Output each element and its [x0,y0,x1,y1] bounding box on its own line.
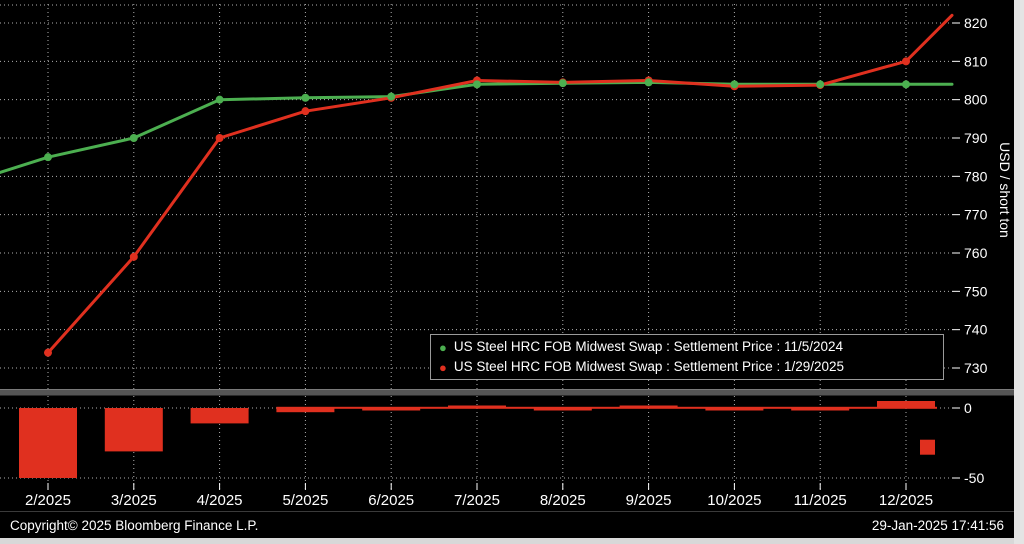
svg-text:3/2025: 3/2025 [111,492,157,509]
svg-text:7/2025: 7/2025 [454,492,500,509]
copyright-text: Copyright© 2025 Bloomberg Finance L.P. [10,517,259,533]
svg-text:740: 740 [964,322,988,338]
svg-text:8/2025: 8/2025 [540,492,586,509]
price-series [0,13,954,357]
svg-text:730: 730 [964,360,988,376]
svg-text:750: 750 [964,283,988,299]
spread-bars [19,401,937,478]
legend-label: US Steel HRC FOB Midwest Swap : Settleme… [453,359,845,374]
svg-text:760: 760 [964,245,988,261]
svg-text:4/2025: 4/2025 [197,492,243,509]
svg-text:810: 810 [964,53,988,69]
legend-label: US Steel HRC FOB Midwest Swap : Settleme… [453,339,844,354]
series-marker-icon: ● [439,339,447,355]
svg-text:11/2025: 11/2025 [794,492,847,509]
svg-text:USD / short ton: USD / short ton [997,142,1013,238]
legend-box: ● US Steel HRC FOB Midwest Swap : Settle… [430,334,944,380]
window-edge-bottom [0,538,1014,544]
svg-text:2/2025: 2/2025 [25,492,71,509]
svg-text:-50: -50 [964,470,984,486]
svg-text:820: 820 [964,15,988,31]
svg-text:780: 780 [964,168,988,184]
svg-text:6/2025: 6/2025 [368,492,414,509]
svg-text:9/2025: 9/2025 [626,492,672,509]
svg-text:0: 0 [964,400,972,416]
svg-text:800: 800 [964,92,988,108]
svg-text:10/2025: 10/2025 [707,492,761,509]
window-edge-right [1014,0,1024,544]
series-marker-icon: ● [439,359,447,375]
right-axis: 820 810 800 790 780 770 760 750 740 730 0 -50 USD / … [952,15,1013,486]
svg-text:12/2025: 12/2025 [879,492,933,509]
svg-text:5/2025: 5/2025 [282,492,328,509]
svg-text:770: 770 [964,207,988,223]
footer-bar: Copyright© 2025 Bloomberg Finance L.P. 2… [0,511,1014,538]
panel-splitter[interactable] [0,389,1014,396]
legend-item-settlement-1292025: ● US Steel HRC FOB Midwest Swap : Settle… [439,357,935,377]
legend-item-settlement-1152024: ● US Steel HRC FOB Midwest Swap : Settle… [439,337,935,357]
svg-text:790: 790 [964,130,988,146]
timestamp-text: 29-Jan-2025 17:41:56 [871,517,1004,533]
bottom-axis: 2/2025 3/2025 4/2025 5/2025 6/2025 7/2025 8/20… [25,483,933,509]
